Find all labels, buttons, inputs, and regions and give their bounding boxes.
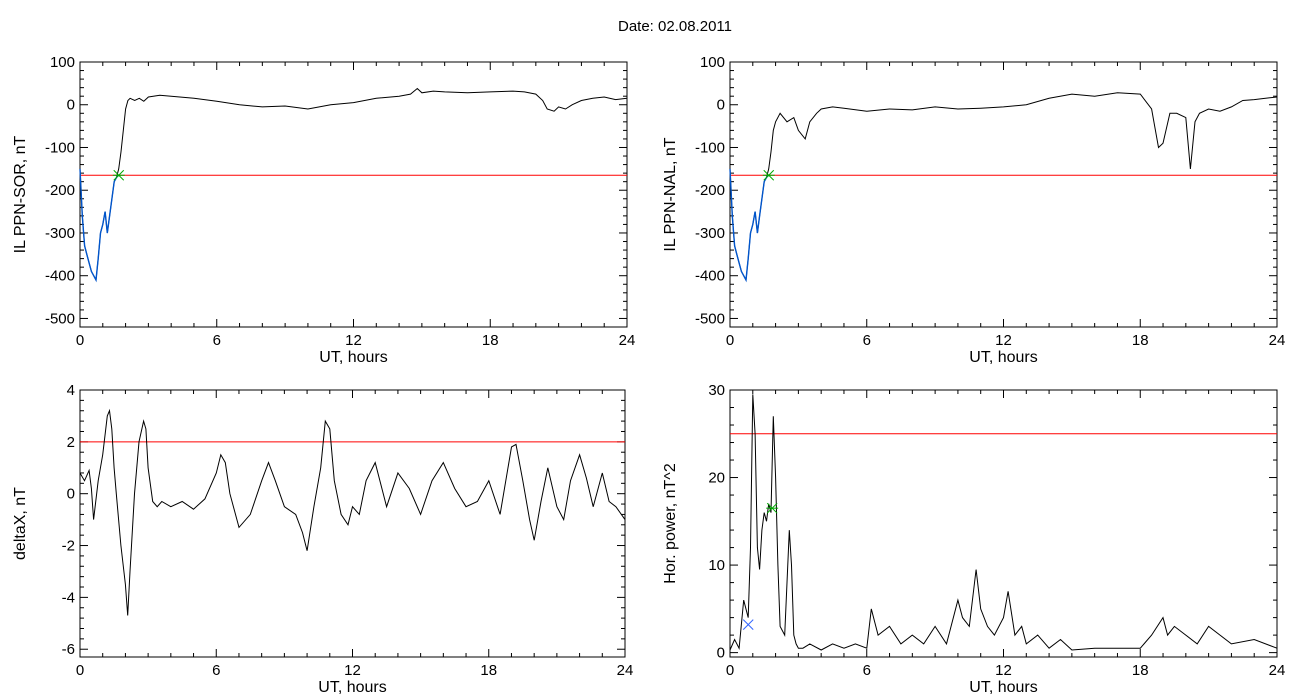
y-tick-label: 0 [67, 486, 75, 503]
y-tick-label: -300 [45, 225, 75, 242]
x-tick-label: 12 [345, 332, 362, 349]
x-tick-label: 18 [1132, 332, 1149, 349]
y-tick-label: -100 [695, 139, 725, 156]
x-tick-label: 6 [213, 332, 221, 349]
x-tick-label: 24 [1269, 662, 1286, 679]
plot-frame [79, 61, 628, 328]
x-axis-label: UT, hours [318, 679, 386, 696]
y-tick-label: 2 [67, 434, 75, 451]
y-axis-label: IL PPN-SOR, nT [12, 135, 29, 253]
y-tick-label: 4 [67, 382, 75, 399]
series-line [79, 168, 120, 283]
series-line [729, 394, 1278, 651]
y-tick-label: -300 [695, 225, 725, 242]
y-tick-label: -4 [62, 589, 75, 606]
series-line [729, 168, 770, 283]
marker-stroke [742, 619, 754, 630]
y-axis-label: Hor. power, nT^2 [662, 463, 679, 584]
plot-frame [79, 389, 626, 658]
y-tick-label: 20 [708, 470, 725, 487]
plot-frame [729, 61, 1278, 328]
x-tick-label: 0 [76, 332, 84, 349]
marker-star [112, 169, 125, 181]
x-tick-label: 18 [1132, 662, 1149, 679]
series-line [79, 408, 626, 616]
x-tick-label: 24 [619, 332, 636, 349]
x-tick-label: 18 [480, 662, 497, 679]
y-axis-label: IL PPN-NAL, nT [662, 137, 679, 251]
figure-title: Date: 02.08.2011 [618, 18, 732, 35]
x-tick-label: 24 [1269, 332, 1286, 349]
series-line [729, 92, 1278, 282]
chart-p1: 0 6 12 18 24 -500 -400 -300 -200 -100 0 100 UT, hour… [12, 54, 635, 366]
y-tick-label: -6 [62, 641, 75, 658]
chart-p2: 0 6 12 18 24 -500 -400 -300 -200 -100 0 100 UT, hour… [662, 54, 1285, 366]
y-axis-label: deltaX, nT [12, 487, 29, 560]
y-tick-label: 30 [708, 382, 725, 399]
x-tick-label: 18 [482, 332, 499, 349]
y-tick-label: 0 [67, 97, 75, 114]
y-tick-label: -200 [45, 182, 75, 199]
y-tick-label: 100 [700, 54, 725, 71]
x-tick-label: 0 [76, 662, 84, 679]
x-axis-label: UT, hours [319, 349, 387, 366]
x-tick-label: 24 [617, 662, 634, 679]
marker-x [742, 619, 754, 630]
y-tick-label: -400 [695, 268, 725, 285]
x-tick-label: 12 [995, 332, 1012, 349]
y-tick-label: 10 [708, 557, 725, 574]
y-tick-label: -500 [695, 310, 725, 327]
y-tick-label: 0 [717, 97, 725, 114]
x-tick-label: 6 [863, 332, 871, 349]
y-tick-label: -100 [45, 139, 75, 156]
marker-star [762, 169, 775, 181]
y-tick-label: -400 [45, 268, 75, 285]
series-line [79, 87, 628, 282]
x-axis-label: UT, hours [969, 679, 1037, 696]
chart-p4: 0 6 12 18 24 0 10 20 30 UT, hours Hor. power, nT^2 [662, 382, 1285, 696]
y-tick-label: 0 [717, 645, 725, 662]
x-tick-label: 12 [344, 662, 361, 679]
x-tick-label: 0 [726, 332, 734, 349]
y-tick-label: 100 [50, 54, 75, 71]
y-tick-label: -2 [62, 538, 75, 555]
x-tick-label: 0 [726, 662, 734, 679]
x-tick-label: 6 [863, 662, 871, 679]
x-tick-label: 12 [995, 662, 1012, 679]
y-tick-label: -500 [45, 310, 75, 327]
y-tick-label: -200 [695, 182, 725, 199]
x-tick-label: 6 [212, 662, 220, 679]
marker-star [766, 502, 779, 514]
x-axis-label: UT, hours [969, 349, 1037, 366]
